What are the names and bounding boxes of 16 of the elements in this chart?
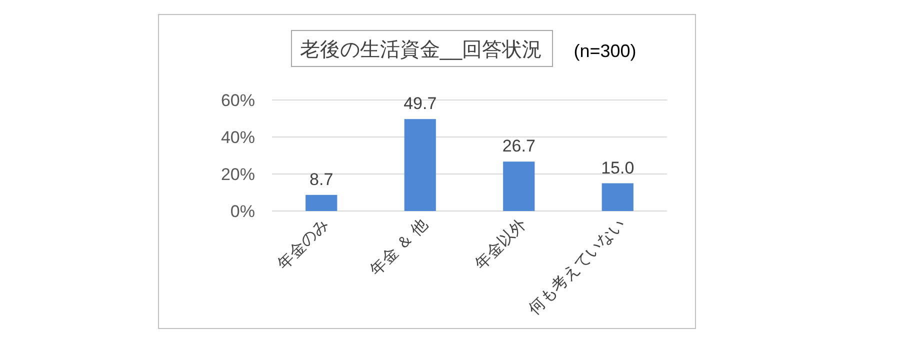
data-label: 15.0: [601, 158, 634, 178]
data-label: 8.7: [310, 170, 334, 189]
y-tick-label: 60%: [220, 91, 255, 110]
data-label: 49.7: [404, 94, 437, 114]
bar: [404, 119, 436, 211]
chart-title: 老後の生活資金__回答状況: [300, 39, 542, 61]
chart-subtitle: (n=300): [574, 41, 636, 61]
bar: [306, 194, 338, 211]
x-tick-label: 年金 ＆ 他: [367, 216, 431, 280]
bar: [503, 162, 535, 211]
x-tick-label: 年金のみ: [274, 216, 332, 274]
y-tick-label: 0%: [230, 202, 255, 221]
bar: [602, 183, 634, 211]
y-tick-label: 20%: [220, 165, 255, 184]
y-tick-label: 40%: [220, 128, 255, 147]
data-label: 26.7: [502, 136, 536, 156]
